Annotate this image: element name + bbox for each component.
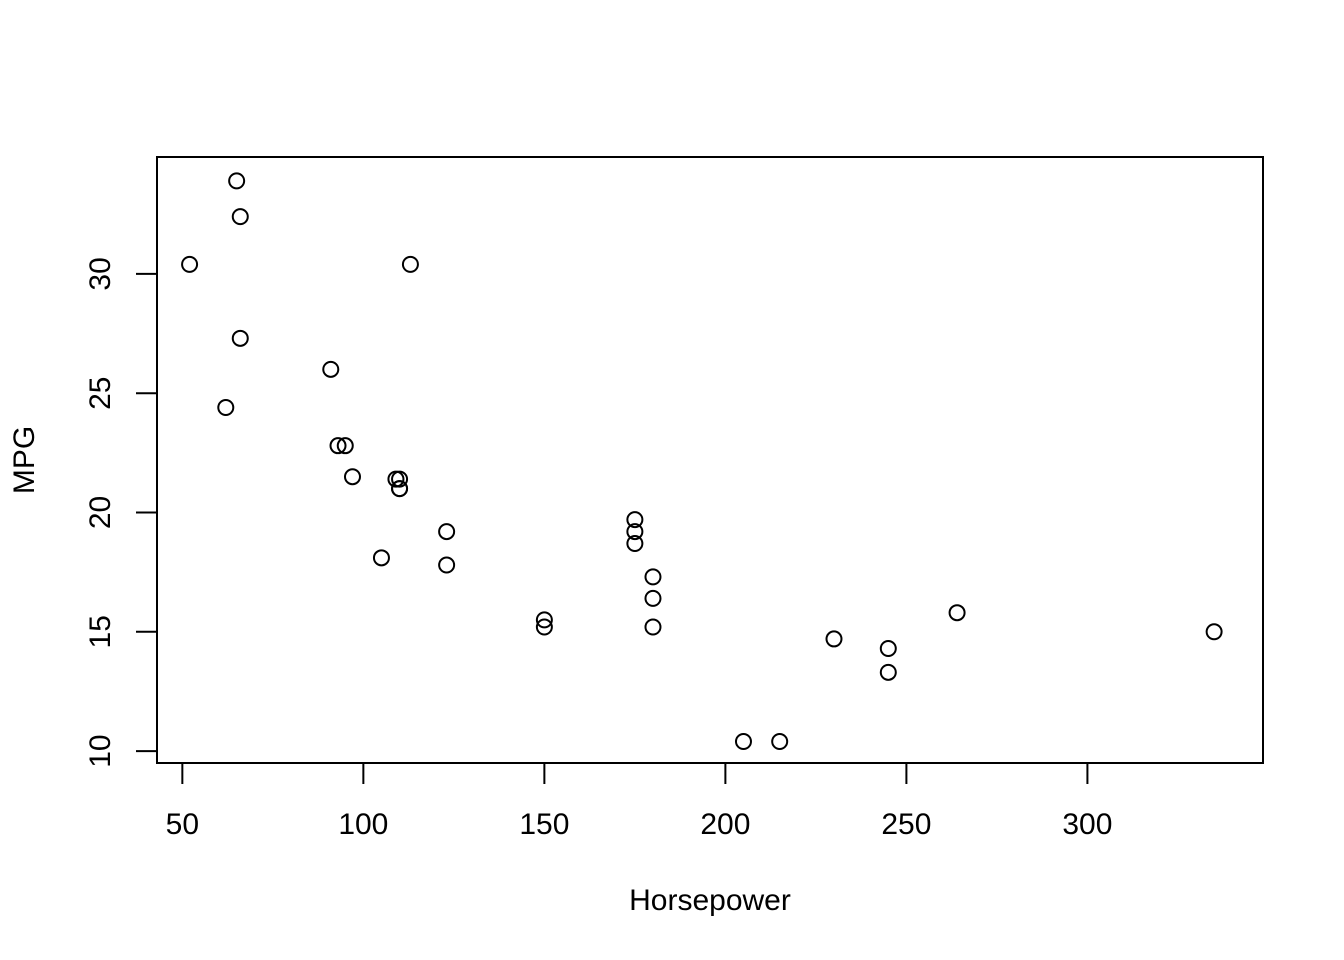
data-point <box>644 568 662 586</box>
data-point <box>879 639 897 657</box>
y-tick-label: 15 <box>84 615 117 648</box>
data-point <box>322 360 340 378</box>
x-tick-label: 150 <box>519 808 569 841</box>
data-point <box>387 470 405 488</box>
data-point <box>734 733 752 751</box>
data-point <box>879 663 897 681</box>
y-axis: 10 15 20 25 30 <box>84 257 158 768</box>
data-point <box>438 523 456 541</box>
plot-frame <box>156 156 1264 764</box>
data-point <box>626 523 644 541</box>
data-point <box>181 255 199 273</box>
data-point <box>948 604 966 622</box>
data-point <box>391 470 409 488</box>
data-points <box>181 172 1223 751</box>
data-point <box>391 480 409 498</box>
data-point <box>217 399 235 417</box>
y-tick-label: 20 <box>84 496 117 529</box>
y-tick-label: 10 <box>84 734 117 767</box>
data-point <box>336 437 354 455</box>
data-point <box>825 630 843 648</box>
y-axis-label: MPG <box>8 426 41 494</box>
data-point <box>343 468 361 486</box>
x-tick-label: 250 <box>881 808 931 841</box>
x-tick-label: 50 <box>166 808 199 841</box>
x-axis-label: Horsepower <box>629 884 791 917</box>
data-point <box>626 535 644 553</box>
x-tick-label: 300 <box>1062 808 1112 841</box>
data-point <box>535 618 553 636</box>
x-tick-label: 100 <box>338 808 388 841</box>
x-axis: 50 100 150 200 250 300 <box>166 762 1112 841</box>
data-point <box>535 611 553 629</box>
data-point <box>438 556 456 574</box>
data-point <box>329 437 347 455</box>
data-point <box>372 549 390 567</box>
data-point <box>231 329 249 347</box>
data-point <box>771 733 789 751</box>
data-point <box>228 172 246 190</box>
data-point <box>401 255 419 273</box>
y-tick-label: 30 <box>84 257 117 290</box>
x-tick-label: 200 <box>700 808 750 841</box>
y-tick-label: 25 <box>84 377 117 410</box>
data-point <box>231 208 249 226</box>
data-point <box>644 618 662 636</box>
data-point <box>1205 623 1223 641</box>
data-point <box>644 589 662 607</box>
data-point <box>626 511 644 529</box>
